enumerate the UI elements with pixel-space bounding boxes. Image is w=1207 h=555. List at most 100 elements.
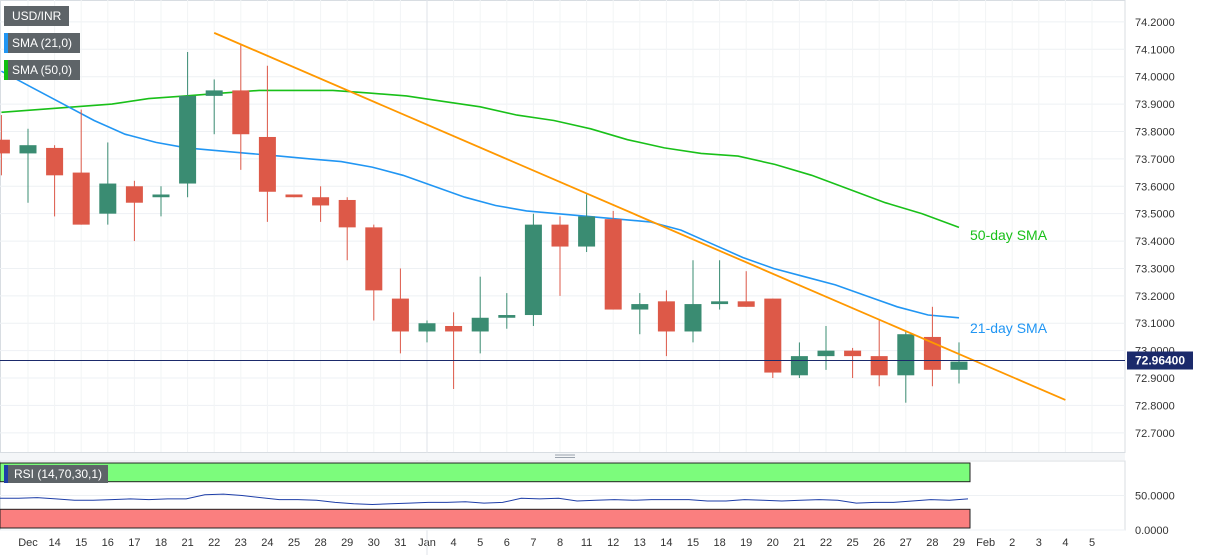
candle-body	[764, 298, 782, 373]
sma21-line	[1, 70, 960, 319]
time-tick-label: 30	[368, 537, 380, 549]
candle-body	[99, 183, 117, 214]
time-tick-label: 25	[288, 537, 300, 549]
rsi-tick-label: 0.0000	[1135, 525, 1169, 537]
sma21-legend[interactable]: SMA (21,0)	[4, 33, 81, 53]
price-tick-label: 72.9000	[1135, 373, 1175, 385]
candle-body	[338, 199, 356, 228]
candle-body	[312, 197, 330, 206]
candle-body	[817, 350, 835, 357]
candle-body	[179, 95, 197, 184]
price-tick-label: 74.1000	[1135, 44, 1175, 56]
price-tick-label: 74.0000	[1135, 72, 1175, 84]
time-tick-label: 18	[155, 537, 167, 549]
candle-body	[631, 304, 649, 310]
price-tick-label: 73.3000	[1135, 263, 1175, 275]
time-tick-label: 14	[660, 537, 672, 549]
time-tick-label: 4	[1062, 537, 1068, 549]
candle-body	[46, 147, 64, 176]
time-tick-label: 5	[1089, 537, 1095, 549]
candle-body	[232, 90, 250, 135]
candle-body	[524, 224, 542, 316]
time-tick-label: 16	[102, 537, 114, 549]
current-price-value: 72.96400	[1135, 354, 1185, 368]
candle-body	[551, 224, 569, 247]
time-tick-label: Dec	[18, 537, 38, 549]
time-tick-label: 14	[48, 537, 60, 549]
sma50-legend[interactable]: SMA (50,0)	[4, 60, 81, 80]
time-tick-label: Feb	[976, 537, 995, 549]
time-tick-label: 28	[314, 537, 326, 549]
price-tick-label: 73.2000	[1135, 291, 1175, 303]
time-tick-label: 7	[530, 537, 536, 549]
candle-body	[152, 194, 170, 198]
time-tick-label: 29	[953, 537, 965, 549]
rsi-oversold-zone	[0, 508, 971, 529]
candle-body	[418, 323, 436, 332]
rsi-tick-label: 50.0000	[1135, 491, 1175, 503]
time-tick-label: 21	[181, 537, 193, 549]
price-tick-label: 73.7000	[1135, 154, 1175, 166]
candle-body	[258, 136, 276, 192]
candle-body	[657, 301, 675, 332]
rsi-legend[interactable]: RSI (14,70,30,1)	[4, 465, 109, 483]
price-tick-label: 72.7000	[1135, 428, 1175, 440]
candle-body	[578, 216, 596, 247]
time-tick-label: 6	[504, 537, 510, 549]
candle-body	[471, 317, 489, 332]
time-tick-label: 28	[926, 537, 938, 549]
time-tick-label: 5	[477, 537, 483, 549]
rsi-line	[0, 493, 969, 506]
candle-body	[870, 356, 888, 376]
time-tick-label: 22	[820, 537, 832, 549]
sma50-annotation: 50-day SMA	[970, 227, 1048, 243]
time-tick-label: 2	[1009, 537, 1015, 549]
candle-body	[604, 219, 622, 310]
time-tick-label: 18	[713, 537, 725, 549]
candle-body	[72, 172, 90, 225]
time-tick-label: 11	[581, 537, 592, 549]
time-tick-label: 27	[900, 537, 912, 549]
candle-body	[205, 90, 223, 96]
candle-body	[285, 194, 303, 198]
candle-body	[897, 334, 915, 376]
time-tick-label: 17	[128, 537, 140, 549]
price-tick-label: 74.2000	[1135, 17, 1175, 29]
time-tick-label: 4	[451, 537, 457, 549]
resistance-trendline	[213, 32, 1066, 401]
time-tick-label: 12	[607, 537, 619, 549]
time-tick-label: 29	[341, 537, 353, 549]
time-tick-label: 25	[846, 537, 858, 549]
candle-body	[790, 356, 808, 376]
candle-body	[950, 361, 968, 370]
sma50-line	[1, 89, 960, 229]
candle-body	[391, 298, 409, 332]
candle-body	[737, 301, 755, 307]
sma21-annotation: 21-day SMA	[970, 320, 1048, 336]
time-tick-label: 31	[394, 537, 406, 549]
candle-body	[19, 145, 37, 154]
price-tick-label: 73.1000	[1135, 318, 1175, 330]
price-tick-label: 73.6000	[1135, 181, 1175, 193]
candle-body	[711, 301, 729, 305]
time-tick-label: 19	[740, 537, 752, 549]
candle-body	[498, 315, 516, 318]
candle-body	[445, 325, 463, 332]
price-tick-label: 73.9000	[1135, 99, 1175, 111]
pane-splitter	[0, 453, 1125, 460]
current-price-tag	[1127, 351, 1193, 370]
candle-body	[844, 350, 862, 357]
time-tick-label: 15	[75, 537, 87, 549]
time-tick-label: 23	[235, 537, 247, 549]
candle-body	[125, 186, 143, 203]
candle-body	[365, 227, 383, 291]
symbol-legend[interactable]: USD/INR	[4, 6, 70, 26]
price-tick-label: 73.5000	[1135, 209, 1175, 221]
time-tick-label: 13	[634, 537, 646, 549]
time-tick-label: 8	[557, 537, 563, 549]
time-tick-label: 22	[208, 537, 220, 549]
rsi-overbought-zone	[0, 462, 971, 483]
candle-body	[0, 139, 10, 154]
time-tick-label: 24	[261, 537, 273, 549]
